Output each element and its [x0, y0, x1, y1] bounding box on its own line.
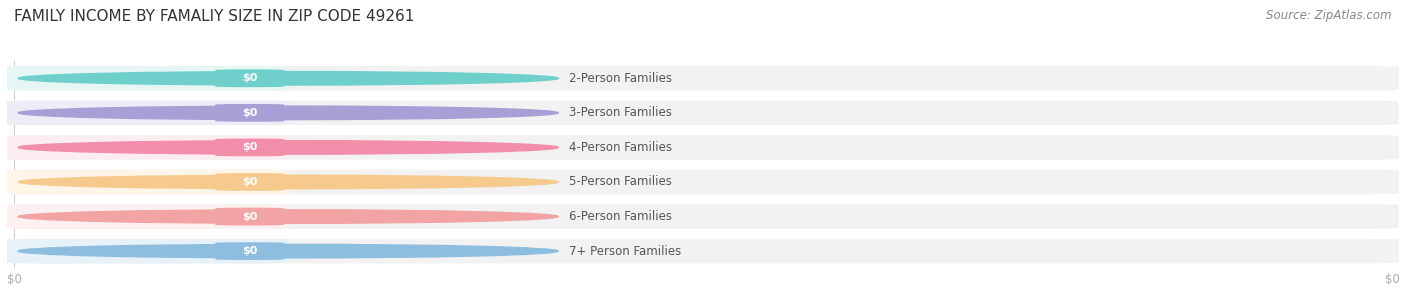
- Circle shape: [18, 175, 558, 189]
- FancyBboxPatch shape: [7, 135, 290, 160]
- Text: 4-Person Families: 4-Person Families: [569, 141, 672, 154]
- Text: $0: $0: [242, 177, 257, 187]
- FancyBboxPatch shape: [7, 239, 290, 264]
- FancyBboxPatch shape: [7, 101, 290, 125]
- FancyBboxPatch shape: [7, 170, 290, 194]
- FancyBboxPatch shape: [7, 101, 1399, 125]
- Text: $0: $0: [242, 142, 257, 152]
- Text: 5-Person Families: 5-Person Families: [569, 175, 672, 188]
- Text: 7+ Person Families: 7+ Person Families: [569, 245, 682, 258]
- Text: $0: $0: [242, 212, 257, 221]
- Text: 6-Person Families: 6-Person Families: [569, 210, 672, 223]
- FancyBboxPatch shape: [7, 170, 1399, 194]
- Circle shape: [18, 244, 558, 258]
- FancyBboxPatch shape: [7, 66, 290, 91]
- Circle shape: [18, 106, 558, 120]
- FancyBboxPatch shape: [7, 135, 1399, 160]
- Text: Source: ZipAtlas.com: Source: ZipAtlas.com: [1267, 9, 1392, 22]
- FancyBboxPatch shape: [7, 239, 1399, 264]
- FancyBboxPatch shape: [215, 70, 284, 87]
- FancyBboxPatch shape: [215, 242, 284, 260]
- Circle shape: [18, 71, 558, 85]
- FancyBboxPatch shape: [7, 204, 290, 229]
- FancyBboxPatch shape: [215, 104, 284, 122]
- Circle shape: [18, 210, 558, 223]
- FancyBboxPatch shape: [215, 138, 284, 156]
- Text: FAMILY INCOME BY FAMALIY SIZE IN ZIP CODE 49261: FAMILY INCOME BY FAMALIY SIZE IN ZIP COD…: [14, 9, 415, 24]
- FancyBboxPatch shape: [7, 204, 1399, 229]
- Text: $0: $0: [242, 108, 257, 118]
- Text: $0: $0: [242, 246, 257, 256]
- Circle shape: [18, 141, 558, 154]
- Text: 2-Person Families: 2-Person Families: [569, 72, 672, 85]
- Text: $0: $0: [242, 73, 257, 83]
- FancyBboxPatch shape: [7, 66, 1399, 91]
- FancyBboxPatch shape: [215, 208, 284, 225]
- Text: 3-Person Families: 3-Person Families: [569, 106, 672, 119]
- FancyBboxPatch shape: [215, 173, 284, 191]
